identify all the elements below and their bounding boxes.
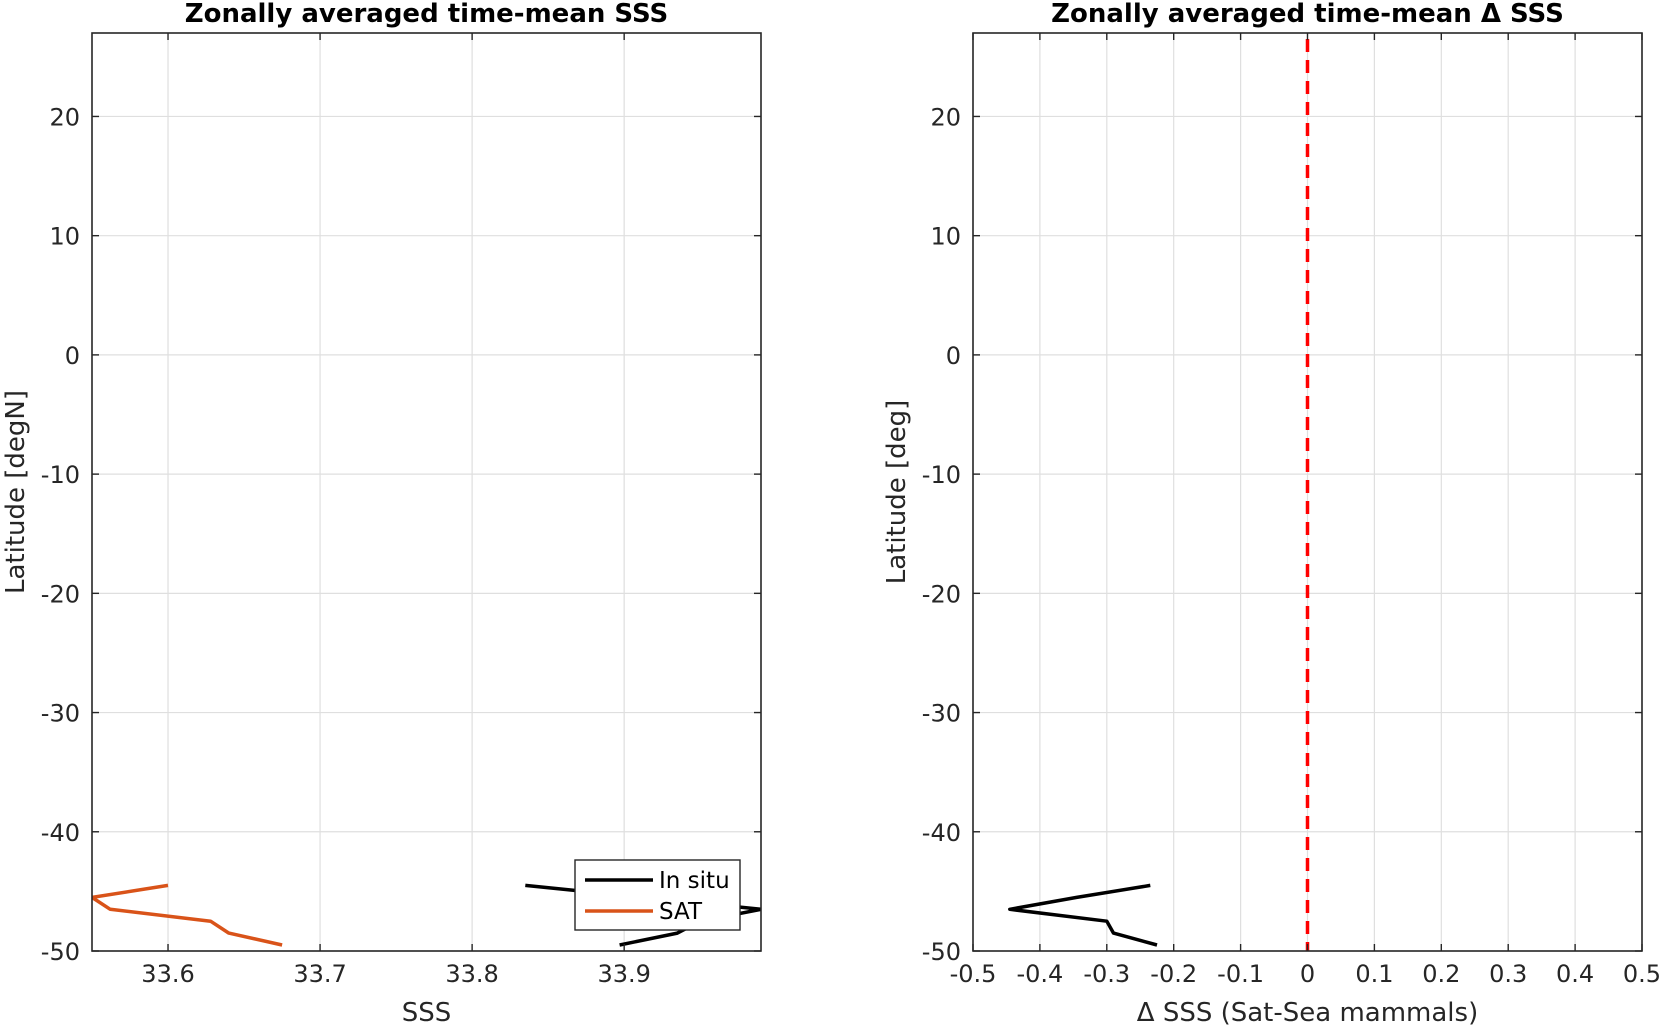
right-x-tick-label: -0.5 [950, 960, 997, 988]
left-plot-area [92, 33, 761, 951]
right-x-tick-label: 0.1 [1355, 960, 1393, 988]
left-x-tick-label: 33.8 [445, 960, 498, 988]
right-x-tick-label: 0.3 [1489, 960, 1527, 988]
left-y-tick-label: -40 [41, 819, 80, 847]
left-axes: 33.6 33.7 33.8 33.9 -50 -40 -30 -20 -10 0 10 20 Zona… [1, 0, 762, 1026]
right-y-tick-label: -50 [922, 938, 961, 966]
right-y-tick-label: -20 [922, 580, 961, 608]
left-legend-entry: In situ [659, 868, 730, 894]
right-y-tick-label: 20 [930, 103, 961, 131]
left-chart-title: Zonally averaged time-mean SSS [185, 0, 669, 29]
right-x-tick-label: -0.4 [1016, 960, 1063, 988]
right-x-tick-label: 0.2 [1422, 960, 1460, 988]
left-axes-box [91, 32, 762, 952]
right-x-tick-label: -0.2 [1150, 960, 1197, 988]
right-x-tick-label: 0.5 [1623, 960, 1661, 988]
left-x-axis-label: SSS [402, 998, 452, 1026]
right-axes: -0.5 -0.4 -0.3 -0.2 -0.1 0 0.1 0.2 0.3 0.4 0.5 -50 -… [882, 0, 1661, 1026]
right-y-tick-label: 10 [930, 223, 961, 251]
right-chart-title: Zonally averaged time-mean Δ SSS [1051, 0, 1564, 29]
right-series-delta-line [1008, 883, 1158, 947]
left-legend-entry: SAT [659, 899, 703, 925]
left-legend: In situ SAT [574, 859, 741, 931]
right-y-tick-label: 0 [946, 342, 961, 370]
right-y-tick-label: -10 [922, 461, 961, 489]
left-legend-box [574, 859, 741, 931]
left-x-tick-label: 33.6 [141, 960, 194, 988]
right-y-tick-label: -30 [922, 700, 961, 728]
left-y-tick-label: -50 [41, 938, 80, 966]
right-x-axis-label: Δ SSS (Sat-Sea mammals) [1137, 998, 1478, 1026]
left-y-tick-label: -20 [41, 580, 80, 608]
right-x-tick-label: 0 [1300, 960, 1315, 988]
left-series-sat-line [92, 883, 283, 947]
left-y-tick-label: 0 [65, 342, 80, 370]
right-x-tick-label: 0.4 [1556, 960, 1594, 988]
left-y-tick-label: -10 [41, 461, 80, 489]
right-x-tick-label: -0.1 [1217, 960, 1264, 988]
right-x-tick-label: -0.3 [1083, 960, 1130, 988]
left-y-tick-label: 10 [49, 223, 80, 251]
left-y-tick-label: -30 [41, 700, 80, 728]
left-y-tick-label: 20 [49, 103, 80, 131]
left-y-axis-label: Latitude [degN] [1, 390, 31, 594]
right-y-axis-label: Latitude [deg] [882, 400, 912, 585]
right-y-tick-label: -40 [922, 819, 961, 847]
left-x-tick-label: 33.7 [293, 960, 346, 988]
left-x-tick-label: 33.9 [597, 960, 650, 988]
